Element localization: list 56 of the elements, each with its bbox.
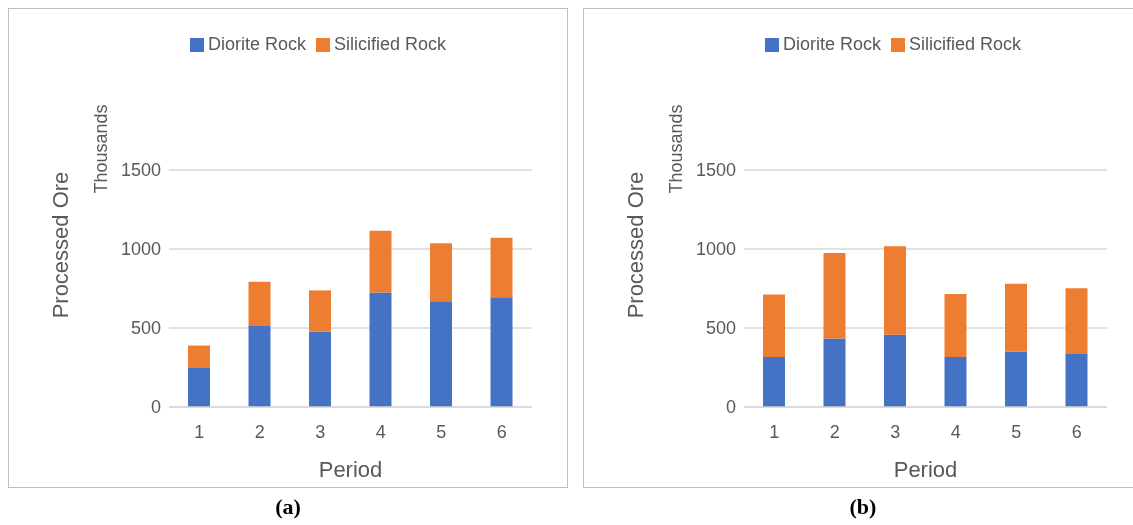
text: Thousands [90, 104, 112, 194]
x-tick-label: 6 [496, 421, 507, 442]
text: Thousands [665, 104, 687, 194]
x-tick-label: 4 [375, 421, 386, 442]
legend-label: Diorite Rock [782, 34, 881, 54]
bar [884, 334, 906, 407]
y-tick-label: 1000 [120, 239, 161, 260]
bar [369, 230, 392, 293]
bar [763, 294, 785, 358]
y-tick-label: 1500 [695, 160, 736, 181]
y-tick-label: 1500 [120, 160, 161, 181]
bar [430, 301, 452, 407]
bar [248, 325, 271, 407]
y-tick-label: 1000 [695, 239, 736, 260]
bar [309, 331, 331, 407]
x-tick-label: 3 [890, 421, 901, 442]
x-tick-label: 5 [1011, 421, 1022, 442]
legend-label: Silicified Rock [333, 34, 447, 54]
bar [1065, 288, 1088, 355]
bar [490, 297, 513, 407]
bar [490, 237, 513, 298]
bar [1005, 283, 1027, 352]
legend-label: Diorite Rock [207, 34, 306, 54]
text: (a) [274, 494, 302, 520]
bar [944, 294, 967, 358]
bar [944, 357, 967, 407]
x-tick-label: 1 [194, 421, 205, 442]
bar [188, 345, 210, 368]
x-tick-label: 6 [1071, 421, 1082, 442]
x-tick-label: 4 [950, 421, 961, 442]
bar [763, 357, 785, 407]
bar [1065, 354, 1088, 407]
y-axis-title: Processed Ore [623, 171, 649, 319]
y-tick-label: 0 [150, 397, 161, 418]
text: (b) [848, 494, 878, 520]
x-tick-label: 2 [254, 421, 265, 442]
x-axis-title: Period [893, 457, 958, 482]
x-axis-title: Period [318, 457, 383, 482]
y-axis-title: Processed Ore [48, 171, 74, 319]
x-tick-label: 5 [436, 421, 447, 442]
bar [430, 243, 452, 302]
legend-label: Silicified Rock [908, 34, 1022, 54]
bar [369, 292, 392, 407]
bar [248, 281, 271, 326]
bar [309, 290, 331, 332]
x-tick-label: 1 [769, 421, 780, 442]
bar [884, 246, 906, 335]
y-tick-label: 500 [130, 318, 161, 339]
y-tick-label: 0 [725, 397, 736, 418]
bar [823, 338, 846, 407]
bar [1005, 351, 1027, 407]
y-tick-label: 500 [705, 318, 736, 339]
x-tick-label: 3 [315, 421, 326, 442]
x-tick-label: 2 [829, 421, 840, 442]
bar [823, 252, 846, 339]
bar [188, 367, 210, 407]
